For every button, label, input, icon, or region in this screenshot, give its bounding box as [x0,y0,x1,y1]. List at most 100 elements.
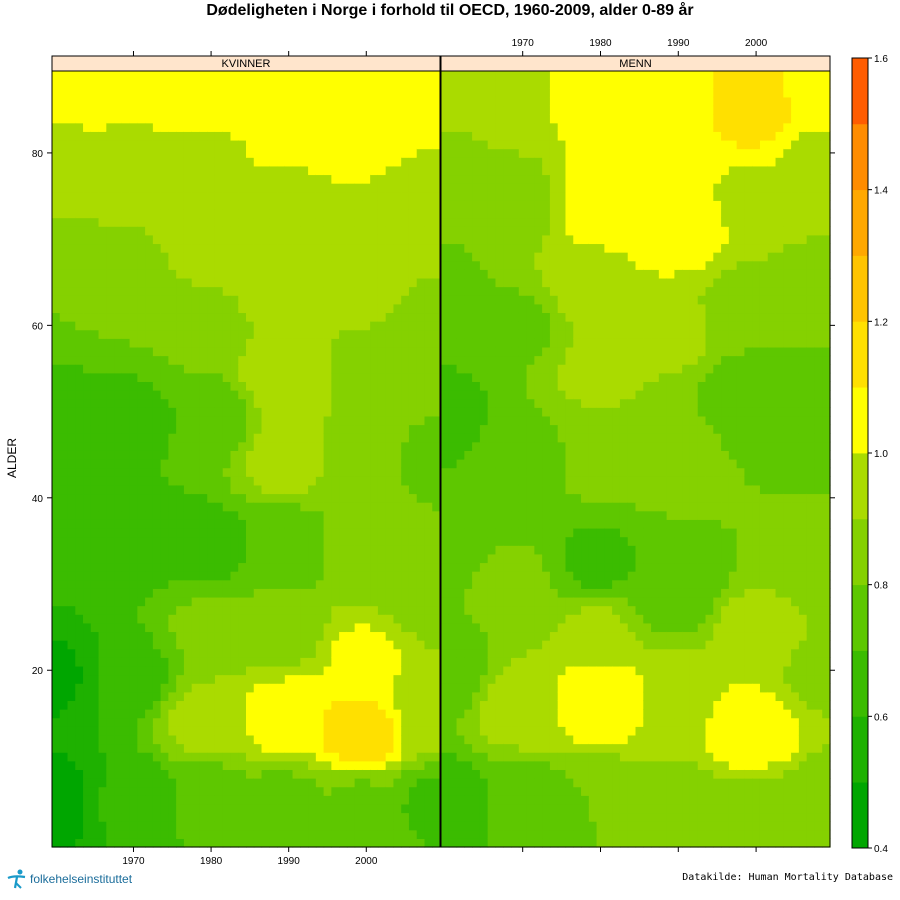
heatmap-cell [199,795,208,805]
heatmap-cell [230,674,239,684]
heatmap-cell [441,605,450,615]
heatmap-cell [183,596,193,607]
heatmap-cell [393,183,402,193]
heatmap-cell [346,579,356,589]
heatmap-cell [214,588,224,598]
heatmap-cell [52,795,61,805]
heatmap-cell [238,200,247,210]
heatmap-cell [479,665,489,676]
heatmap-cell [214,243,224,253]
heatmap-cell [137,372,146,382]
heatmap-cell [83,605,92,615]
heatmap-cell [67,622,76,633]
heatmap-cell [214,674,224,684]
heatmap-cell [83,338,92,348]
heatmap-cell [75,631,84,641]
heatmap-cell [253,450,263,460]
heatmap-cell [456,476,465,486]
heatmap-cell [315,381,325,391]
heatmap-cell [339,321,348,331]
heatmap-cell [67,571,76,581]
heatmap-cell [121,105,131,115]
heatmap-cell [354,752,363,762]
heatmap-cell [261,760,270,770]
heatmap-cell [137,579,146,589]
heatmap-cell [300,838,309,848]
heatmap-cell [183,174,193,184]
heatmap-cell [246,734,255,745]
heatmap-cell [90,105,100,115]
heatmap-cell [67,527,76,538]
heatmap-cell [160,769,169,779]
heatmap-cell [106,683,115,693]
heatmap-cell [246,665,255,676]
heatmap-cell [441,355,450,365]
heatmap-cell [456,579,465,589]
heatmap-cell [416,88,426,98]
heatmap-cell [416,631,426,641]
heatmap-cell [362,778,371,788]
heatmap-cell [90,821,100,831]
heatmap-cell [441,157,450,167]
heatmap-cell [160,493,169,503]
heatmap-cell [331,596,340,607]
heatmap-cell [214,484,224,495]
heatmap-cell [261,631,270,641]
heatmap-cell [401,545,410,555]
heatmap-cell [354,700,363,710]
heatmap-cell [284,364,294,374]
heatmap-cell [424,217,433,227]
heatmap-cell [300,329,309,339]
heatmap-cell [308,605,317,615]
heatmap-cell [416,674,426,684]
heatmap-cell [98,252,107,262]
heatmap-cell [370,79,379,89]
heatmap-cell [238,726,247,736]
heatmap-cell [238,390,247,400]
heatmap-cell [238,139,247,150]
heatmap-cell [199,640,208,650]
heatmap-cell [75,217,84,227]
heatmap-cell [424,553,433,564]
heatmap-cell [238,717,247,727]
heatmap-cell [284,459,294,469]
heatmap-cell [75,131,84,141]
heatmap-cell [456,726,465,736]
heatmap-cell [145,157,154,167]
heatmap-cell [424,665,433,676]
heatmap-cell [75,803,84,814]
heatmap-cell [222,424,232,434]
heatmap-cell [472,752,481,762]
heatmap-cell [90,527,100,538]
heatmap-cell [441,795,450,805]
heatmap-cell [114,415,123,426]
heatmap-cell [456,372,465,382]
heatmap-cell [448,295,458,305]
heatmap-cell [67,243,76,253]
heatmap-cell [277,122,286,132]
heatmap-cell [207,502,216,512]
heatmap-cell [331,390,340,400]
heatmap-cell [67,760,76,770]
heatmap-cell [261,493,270,503]
heatmap-cell [261,183,270,193]
heatmap-cell [59,260,69,270]
heatmap-cell [432,545,441,555]
heatmap-cell [191,691,201,702]
heatmap-cell [176,338,185,348]
heatmap-cell [315,752,325,762]
heatmap-cell [408,519,418,529]
heatmap-cell [456,243,465,253]
heatmap-cell [354,286,363,296]
heatmap-cell [456,752,465,762]
heatmap-cell [160,467,169,477]
heatmap-cell [472,562,481,572]
heatmap-cell [90,803,100,814]
heatmap-cell [464,579,473,589]
heatmap-cell [354,226,363,236]
heatmap-cell [222,338,232,348]
heatmap-cell [323,665,332,676]
heatmap-cell [137,622,146,633]
heatmap-cell [370,157,379,167]
heatmap-cell [121,200,131,210]
